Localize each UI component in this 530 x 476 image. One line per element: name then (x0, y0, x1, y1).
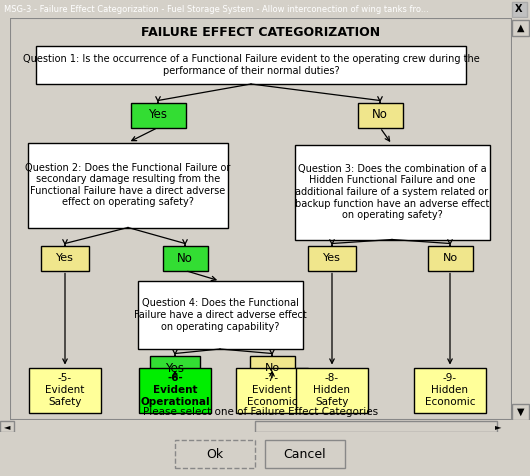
Text: Ok: Ok (207, 447, 224, 460)
FancyBboxPatch shape (428, 246, 473, 270)
Text: No: No (177, 251, 193, 265)
FancyBboxPatch shape (255, 421, 497, 432)
Text: No: No (372, 109, 388, 121)
FancyBboxPatch shape (512, 2, 527, 17)
Text: Yes: Yes (323, 253, 341, 263)
FancyBboxPatch shape (29, 367, 101, 413)
FancyBboxPatch shape (139, 367, 211, 413)
FancyBboxPatch shape (130, 102, 186, 128)
Text: Yes: Yes (165, 361, 184, 375)
FancyBboxPatch shape (150, 356, 200, 380)
Text: ▲: ▲ (517, 23, 524, 33)
Text: No: No (443, 253, 457, 263)
Text: ►: ► (494, 422, 501, 431)
FancyBboxPatch shape (137, 281, 303, 349)
FancyBboxPatch shape (41, 246, 89, 270)
FancyBboxPatch shape (175, 440, 255, 468)
Text: Please select one of Failure Effect Categories: Please select one of Failure Effect Cate… (144, 407, 378, 417)
Text: -6-
Evident
Operational: -6- Evident Operational (140, 373, 210, 407)
FancyBboxPatch shape (512, 20, 529, 36)
Text: -7-
Evident
Economic: -7- Evident Economic (247, 373, 297, 407)
FancyBboxPatch shape (0, 421, 14, 432)
FancyBboxPatch shape (36, 46, 466, 84)
Text: Question 4: Does the Functional
Failure have a direct adverse effect
on operatin: Question 4: Does the Functional Failure … (134, 298, 306, 332)
FancyBboxPatch shape (236, 367, 308, 413)
Text: X: X (515, 4, 523, 14)
FancyBboxPatch shape (295, 145, 490, 239)
FancyBboxPatch shape (308, 246, 356, 270)
FancyBboxPatch shape (512, 404, 529, 420)
FancyBboxPatch shape (265, 440, 345, 468)
FancyBboxPatch shape (163, 246, 208, 270)
FancyBboxPatch shape (414, 367, 486, 413)
Text: -8-
Hidden
Safety: -8- Hidden Safety (314, 373, 350, 407)
Text: ◄: ◄ (4, 422, 10, 431)
Text: Cancel: Cancel (284, 447, 326, 460)
FancyBboxPatch shape (358, 102, 402, 128)
Text: Question 2: Does the Functional Failure or
secondary damage resulting from the
F: Question 2: Does the Functional Failure … (25, 163, 231, 208)
Text: MSG-3 - Failure Effect Categorization - Fuel Storage System - Allow interconecti: MSG-3 - Failure Effect Categorization - … (4, 4, 429, 13)
FancyBboxPatch shape (28, 142, 228, 228)
Text: Question 3: Does the combination of a
Hidden Functional Failure and one
addition: Question 3: Does the combination of a Hi… (295, 164, 489, 220)
Text: FAILURE EFFECT CATEGORIZATION: FAILURE EFFECT CATEGORIZATION (142, 26, 381, 39)
FancyBboxPatch shape (296, 367, 368, 413)
Text: Yes: Yes (56, 253, 74, 263)
Text: No: No (264, 363, 279, 373)
Text: ▼: ▼ (517, 407, 524, 417)
Text: -5-
Evident
Safety: -5- Evident Safety (45, 373, 85, 407)
Text: Yes: Yes (148, 109, 167, 121)
FancyBboxPatch shape (250, 356, 295, 380)
Text: -9-
Hidden
Economic: -9- Hidden Economic (425, 373, 475, 407)
Text: Question 1: Is the occurrence of a Functional Failure evident to the operating c: Question 1: Is the occurrence of a Funct… (23, 54, 479, 76)
